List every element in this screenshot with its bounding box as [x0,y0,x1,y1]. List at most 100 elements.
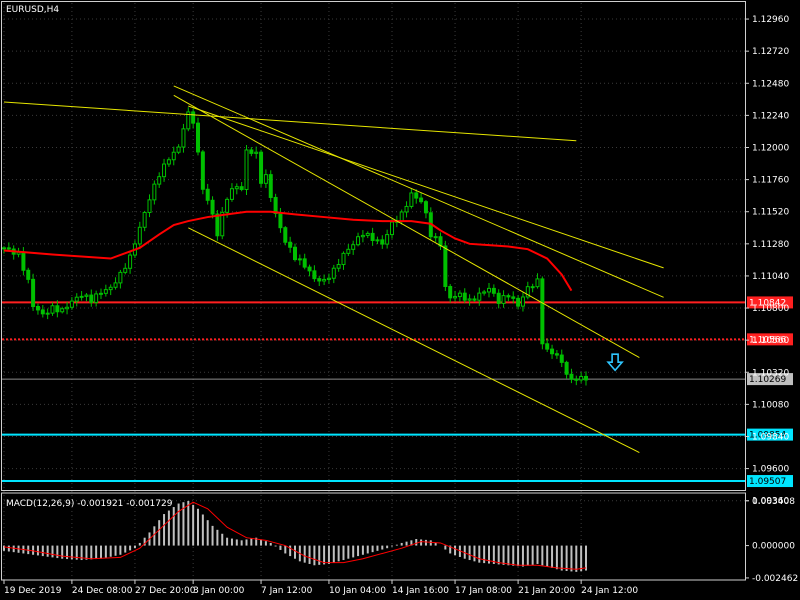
candle-body [404,205,409,213]
candle-body [60,308,65,313]
time-tick-label: 19 Dec 2019 [4,586,62,596]
candle-body [94,293,99,303]
candle-body [317,278,322,282]
candle-body [336,264,341,269]
candle-body [322,278,327,282]
macd-signal-line [3,501,587,570]
macd-tick-label: 0.003408 [752,497,795,507]
price-tick-label: 1.12720 [752,47,789,57]
candle-body [356,236,361,246]
candle-body [574,378,579,381]
candle-body [220,211,225,237]
candle-body [414,192,419,199]
candle-body [249,149,254,154]
time-tick-label: 24 Jan 12:00 [581,586,638,596]
candle-body [288,241,293,248]
candle-body [491,287,496,294]
candle-body [360,234,365,238]
candle-body [385,234,390,245]
candle-body [409,192,414,207]
candle-body [74,296,79,302]
price-tick-label: 1.09840 [752,432,789,442]
level-price-tag [747,296,793,309]
candle-body [79,295,84,298]
candle-body [162,163,167,178]
level-price-label: 1.10566 [749,335,786,345]
macd-tick-label: 0.000000 [752,542,795,552]
trend-line [3,101,577,142]
candle-body [69,300,74,308]
candle-body [419,197,424,203]
current-price-tag [747,373,793,386]
candle-body [482,291,487,294]
candle-body [128,254,133,269]
candle-body [263,174,268,184]
candle-body [390,221,394,236]
candle-body [244,149,249,190]
candle-body [584,375,588,381]
candle-body [50,305,55,314]
candle-body [171,151,176,161]
symbol-label: EURUSD,H4 [6,5,59,15]
candle-body [297,258,302,261]
trend-lines[interactable] [3,85,664,453]
candle-body [477,292,482,301]
time-tick-label: 7 Jan 12:00 [261,586,313,596]
candle-body [457,292,462,298]
candle-body [137,226,142,245]
price-tick-label: 1.09360 [752,497,789,507]
candle-body [326,277,331,280]
candle-body [176,146,181,153]
candle-body [535,278,540,288]
price-tick-label: 1.11760 [752,176,789,186]
down-arrow-icon[interactable] [606,353,624,372]
candle-body [152,183,157,201]
candle-body [472,298,477,301]
price-tick-label: 1.11040 [752,272,789,282]
level-price-tag [747,428,793,441]
candle-body [487,287,491,293]
level-price-tag [747,333,793,346]
candle-body [380,239,385,245]
candle-body [516,297,521,307]
candle-body [448,286,453,299]
price-tick-label: 1.10080 [752,400,789,410]
candle-body [506,295,511,298]
candle-body [346,248,351,254]
candle-body [433,236,438,239]
macd-frame [1,492,746,581]
time-tick-label: 10 Jan 04:00 [329,586,386,596]
price-tick-label: 1.10800 [752,304,789,314]
candle-body [579,375,584,381]
level-price-label: 1.09507 [749,477,786,487]
price-tick-label: 1.12960 [752,15,789,25]
candle-body [40,309,45,315]
candle-body [540,278,545,345]
candle-body [55,305,60,313]
candle-body [365,232,370,236]
candle-body [31,278,36,308]
candle-body [530,286,535,289]
candle-body [511,296,516,299]
candle-body [84,294,89,297]
candle-body [423,201,428,214]
macd-panel [3,500,587,572]
trend-line [173,85,664,298]
moving-average [3,210,573,292]
candle-body [186,111,191,130]
candle-body [26,269,31,280]
candle-body [399,211,404,222]
candle-body [293,246,297,261]
candle-body [550,348,555,355]
candle-body [2,247,6,250]
price-tick-label: 1.12000 [752,143,789,153]
candle-body [545,343,550,350]
price-tick-label: 1.11520 [752,208,789,218]
candle-body [123,267,128,273]
price-tick-label: 1.10320 [752,368,789,378]
candle-body [525,286,530,298]
horizontal-levels[interactable]: 1.10842 1.10566 1.09854 1.09507 1.10269 [2,296,793,488]
candle-body [196,122,200,153]
candle-body [370,232,375,241]
